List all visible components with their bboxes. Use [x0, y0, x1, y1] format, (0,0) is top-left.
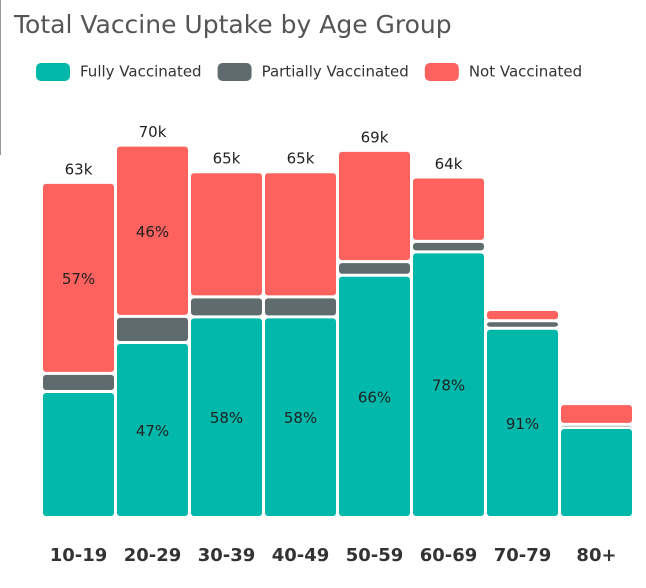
bar-segment	[339, 276, 410, 516]
bar-segment	[117, 343, 188, 516]
data-label: 47%	[136, 422, 169, 440]
x-tick-label: 80+	[576, 545, 616, 566]
bar-segment	[265, 318, 336, 516]
x-tick-label: 60-69	[420, 545, 478, 566]
bar-segment	[191, 173, 262, 296]
total-label: 69k	[361, 128, 389, 146]
x-tick-label: 30-39	[198, 545, 256, 566]
total-label: 70k	[139, 123, 167, 141]
bar-segment	[413, 242, 484, 251]
x-tick-label: 40-49	[272, 545, 330, 566]
bar-segment	[487, 329, 558, 516]
bar-segment	[339, 263, 410, 274]
x-tick-label: 20-29	[124, 545, 182, 566]
data-label: 78%	[432, 377, 465, 395]
legend-swatch	[36, 63, 70, 81]
bar-segment	[561, 425, 632, 427]
data-label: 57%	[62, 270, 95, 288]
total-label: 63k	[65, 160, 93, 178]
total-label: 65k	[287, 150, 315, 168]
x-tick-label: 70-79	[494, 545, 552, 566]
data-label: 66%	[358, 388, 391, 406]
data-label: 58%	[284, 409, 317, 427]
bar-segment	[413, 253, 484, 516]
x-tick-label: 10-19	[50, 545, 108, 566]
bar-segment	[117, 317, 188, 341]
data-label: 91%	[506, 415, 539, 433]
bar-segment	[191, 318, 262, 516]
bar-segment	[191, 298, 262, 316]
legend-label: Partially Vaccinated	[262, 63, 409, 81]
legend-label: Not Vaccinated	[469, 63, 582, 81]
bar-segment	[43, 183, 114, 372]
bar-segment	[265, 173, 336, 296]
bar-segment	[487, 322, 558, 327]
bar-segment	[339, 151, 410, 261]
chart-title: Total Vaccine Uptake by Age Group	[13, 10, 452, 39]
legend-swatch	[424, 63, 459, 81]
data-label: 46%	[136, 223, 169, 241]
data-label: 58%	[210, 409, 243, 427]
x-tick-label: 50-59	[346, 545, 404, 566]
bar-segment	[561, 429, 632, 516]
total-label: 64k	[435, 155, 463, 173]
total-label: 65k	[213, 150, 241, 168]
bar-segment	[117, 146, 188, 315]
legend-swatch	[217, 63, 252, 81]
bar-segment	[561, 405, 632, 423]
bar-segment	[265, 298, 336, 316]
legend-label: Fully Vaccinated	[80, 63, 202, 81]
bar-segment	[43, 392, 114, 516]
bar-segment	[487, 310, 558, 320]
bar-segment	[43, 374, 114, 390]
bar-segment	[413, 178, 484, 240]
